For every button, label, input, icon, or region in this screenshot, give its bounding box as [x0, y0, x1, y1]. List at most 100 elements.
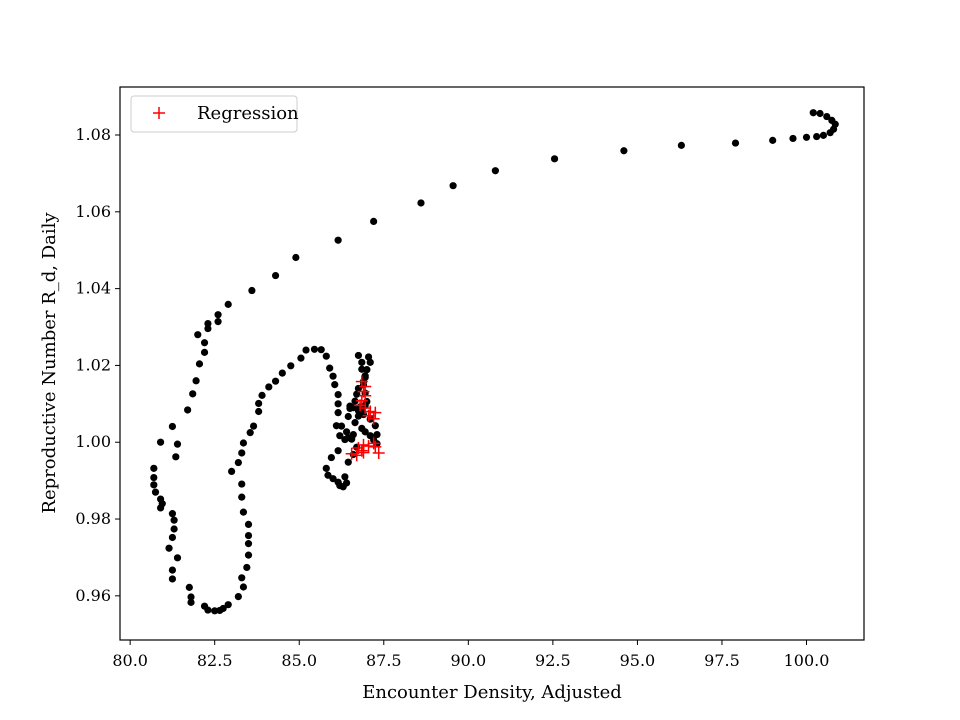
data-point: [334, 447, 342, 455]
data-point: [491, 167, 499, 175]
regression-point: [367, 412, 380, 425]
data-point: [224, 601, 232, 609]
y-tick-label: 0.98: [75, 509, 111, 528]
legend-label-regression: Regression: [197, 103, 299, 124]
x-tick-label: 80.0: [112, 651, 148, 670]
data-point: [813, 132, 821, 141]
plot-area: [119, 86, 865, 641]
y-tick-label: 1.08: [75, 125, 111, 144]
legend-marker-regression: [153, 107, 165, 119]
legend: Regression: [130, 95, 299, 133]
data-point: [195, 360, 204, 368]
data-point: [826, 129, 834, 137]
data-point: [248, 286, 256, 295]
data-point: [322, 464, 330, 472]
data-point: [324, 471, 332, 479]
data-point: [200, 348, 209, 356]
data-point: [327, 453, 335, 462]
data-point: [150, 464, 158, 472]
data-point: [150, 473, 158, 482]
data-point: [165, 544, 173, 552]
data-point: [371, 422, 379, 430]
x-tick-label: 87.5: [366, 651, 402, 670]
data-point: [358, 358, 366, 366]
data-point: [214, 318, 222, 326]
regression-point: [357, 438, 370, 451]
data-point: [239, 583, 248, 591]
data-point: [168, 510, 177, 518]
data-point: [366, 358, 374, 366]
data-point: [342, 428, 351, 436]
data-point: [156, 504, 165, 512]
data-point: [187, 598, 195, 606]
data-point: [234, 593, 242, 601]
data-point: [342, 479, 351, 487]
data-point: [620, 147, 628, 155]
data-point: [417, 199, 425, 207]
data-point: [802, 133, 811, 141]
data-point: [150, 481, 158, 489]
x-tick-label: 95.0: [620, 651, 656, 670]
data-point: [173, 440, 182, 448]
data-point: [550, 155, 559, 163]
data-point: [322, 352, 330, 360]
data-point: [170, 516, 178, 524]
data-point: [239, 439, 248, 447]
data-point: [228, 467, 236, 476]
data-point: [168, 566, 177, 574]
data-point: [789, 134, 797, 143]
y-tick-label: 1.06: [75, 202, 111, 221]
data-point: [334, 409, 342, 417]
legend-box: [130, 95, 298, 133]
data-point: [234, 458, 242, 467]
data-point: [677, 141, 685, 149]
data-point: [192, 377, 200, 385]
x-tick-label: 92.5: [535, 651, 571, 670]
data-point: [349, 450, 357, 459]
y-tick-label: 1.00: [75, 432, 111, 451]
data-point: [244, 531, 253, 540]
data-point: [219, 604, 227, 613]
data-point: [243, 563, 251, 572]
data-point: [809, 109, 817, 117]
data-point: [238, 574, 246, 582]
regression-point: [354, 399, 367, 412]
y-axis: 0.96 0.98 1.00 1.02 1.04 1.06 1.08: [75, 125, 120, 605]
data-point: [361, 373, 369, 381]
data-point: [351, 397, 359, 405]
legend-plus-icon: [153, 107, 165, 119]
data-point: [238, 449, 246, 457]
data-point: [168, 533, 177, 542]
y-tick-label: 1.04: [75, 279, 111, 298]
regression-point: [369, 406, 382, 419]
data-point: [346, 402, 354, 410]
data-point: [334, 391, 342, 399]
x-tick-label: 97.5: [704, 651, 740, 670]
data-point: [351, 419, 359, 427]
y-tick-label: 1.02: [75, 355, 111, 374]
data-point: [334, 236, 342, 244]
data-point: [337, 422, 346, 430]
data-point: [244, 520, 253, 529]
data-point: [156, 438, 165, 446]
data-point: [317, 346, 325, 354]
data-point: [249, 422, 258, 430]
data-point: [816, 109, 824, 118]
data-point: [255, 407, 263, 416]
data-point: [238, 480, 246, 488]
data-point: [331, 381, 339, 389]
data-point: [189, 390, 197, 398]
data-point: [363, 366, 371, 374]
data-point: [246, 429, 254, 437]
data-point: [204, 319, 212, 328]
data-point: [370, 217, 378, 226]
x-axis: 80.0 82.5 85.0 87.5 90.0 92.5 95.0 97.5 100.0: [112, 640, 829, 670]
data-point: [238, 493, 246, 501]
x-tick-label: 90.0: [451, 651, 487, 670]
regression-point: [345, 447, 358, 460]
data-point: [329, 475, 337, 483]
data-point: [334, 400, 342, 408]
data-point: [265, 383, 273, 391]
x-tick-label: 100.0: [784, 651, 830, 670]
